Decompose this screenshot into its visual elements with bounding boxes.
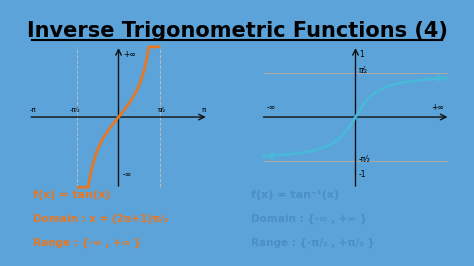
Text: π: π	[201, 107, 206, 113]
Text: -1: -1	[359, 170, 366, 179]
Text: -∞: -∞	[266, 102, 276, 111]
Text: π⁄₂: π⁄₂	[359, 66, 368, 75]
Text: -π⁄₂: -π⁄₂	[70, 107, 81, 113]
Text: Range : {-π/₂ , +π/₂ }: Range : {-π/₂ , +π/₂ }	[251, 238, 375, 248]
Text: Domain : {-∞ , +∞ }: Domain : {-∞ , +∞ }	[251, 214, 367, 225]
Text: +∞: +∞	[123, 50, 136, 59]
Text: -π⁄₂: -π⁄₂	[359, 155, 371, 164]
Text: f(x) = tan⁻¹(x): f(x) = tan⁻¹(x)	[251, 190, 339, 200]
Text: 1: 1	[359, 50, 364, 59]
Text: +∞: +∞	[432, 102, 444, 111]
Text: Range : {-∞ , +∞ }: Range : {-∞ , +∞ }	[33, 238, 142, 248]
Text: -π: -π	[30, 107, 37, 113]
Text: Domain : x ≠ (2n+1)π/₂: Domain : x ≠ (2n+1)π/₂	[33, 214, 169, 224]
Text: f(x) = tan(x): f(x) = tan(x)	[33, 190, 110, 200]
Text: π⁄₂: π⁄₂	[157, 107, 166, 113]
Text: -∞: -∞	[123, 170, 132, 179]
Text: Inverse Trigonometric Functions (4): Inverse Trigonometric Functions (4)	[27, 21, 447, 41]
